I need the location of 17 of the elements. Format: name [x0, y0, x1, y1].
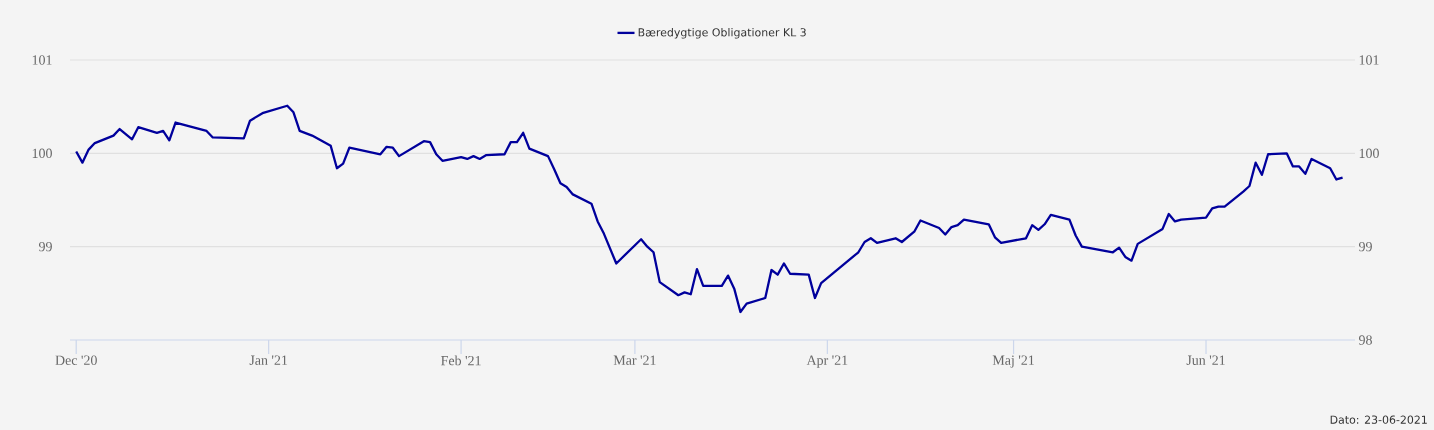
y2-tick-label: 98: [1358, 335, 1372, 345]
x-tick-label: Feb '21: [441, 355, 481, 366]
x-tick-label: Maj '21: [992, 355, 1034, 368]
y-tick-label: 101: [32, 55, 52, 65]
text: Dato: 23-06-2021: [1330, 415, 1427, 424]
x-tick-label: Dec '20: [55, 355, 97, 365]
legend-label: Bæredygtige Obligationer KL 3: [638, 27, 806, 39]
y2-tick-label: 99: [1358, 241, 1372, 252]
x-tick-label: Mar '21: [613, 355, 656, 365]
y-tick-label: 100: [32, 148, 52, 159]
y2-tick-label: 100: [1359, 148, 1379, 159]
x-tick-label: Apr '21: [806, 355, 848, 368]
y-tick-label: 99: [38, 241, 52, 252]
line-series: [75, 104, 1344, 314]
x-tick-label: Jun '21: [1186, 355, 1225, 365]
y2-tick-label: 101: [1359, 55, 1379, 65]
x-tick-label: Jan '21: [249, 355, 288, 365]
